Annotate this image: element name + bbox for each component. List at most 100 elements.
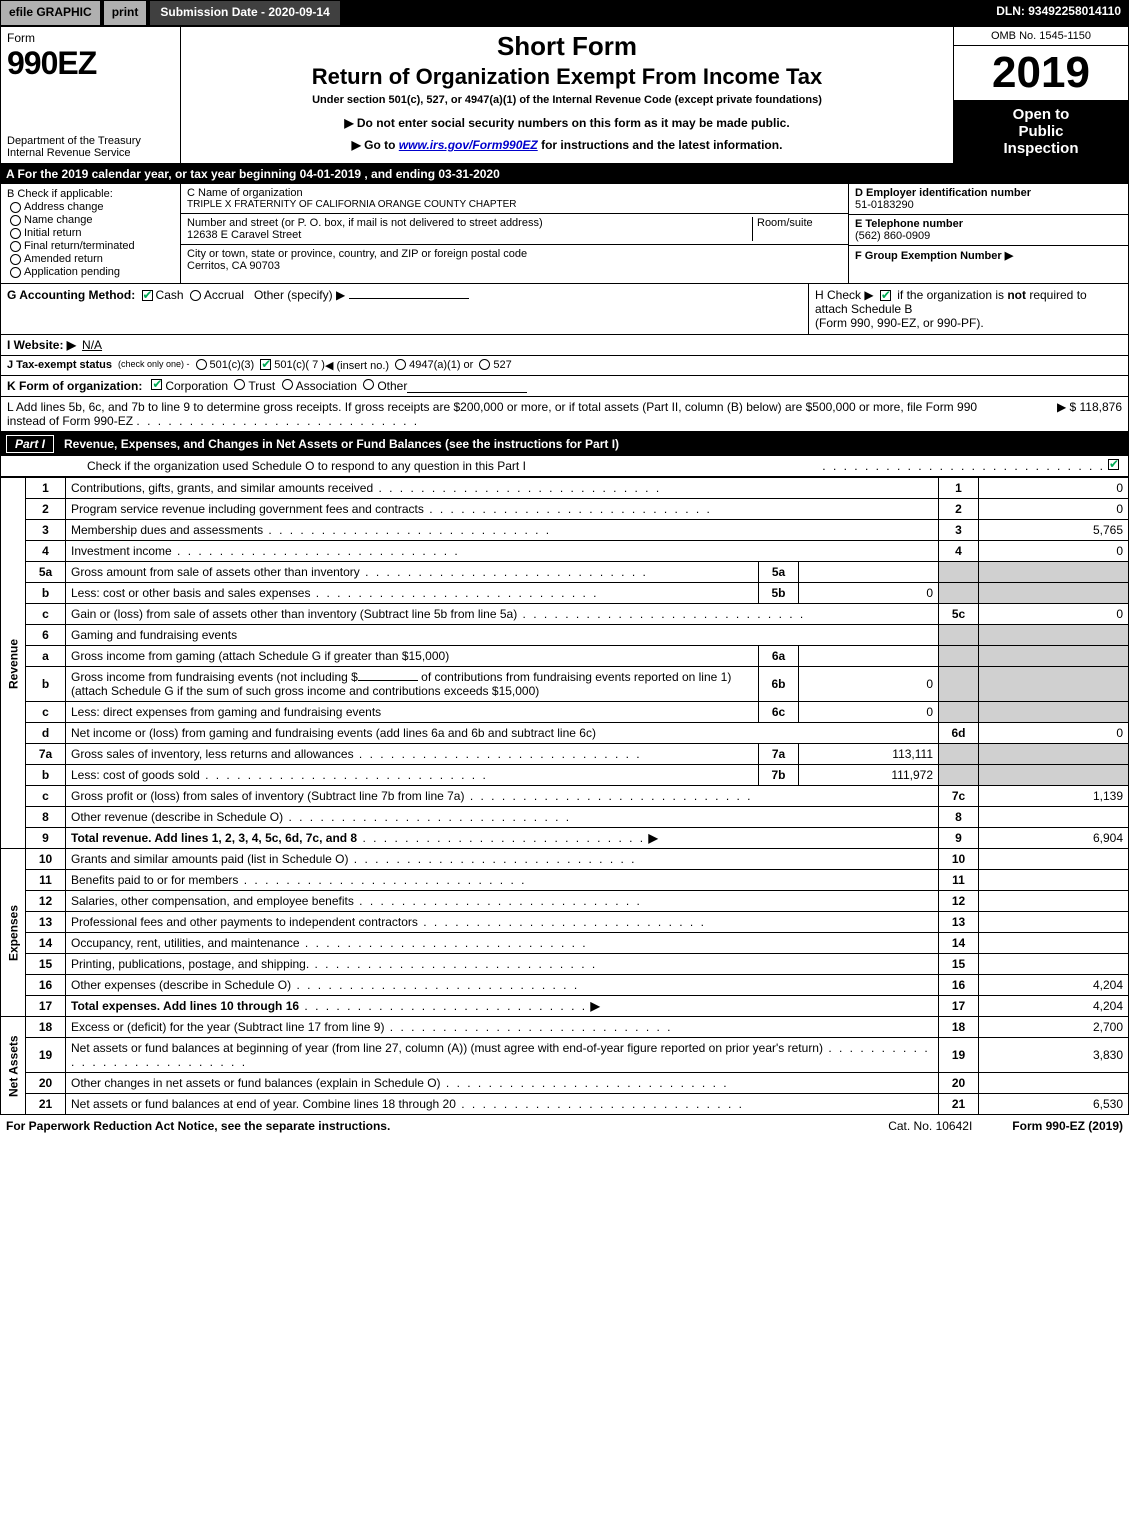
header-right: OMB No. 1545-1150 2019 Open to Public In…: [953, 27, 1128, 163]
check-other-org[interactable]: [363, 379, 374, 390]
line-ref: 15: [939, 954, 979, 975]
table-row: bLess: cost of goods sold7b111,972: [1, 765, 1129, 786]
check-h[interactable]: [880, 290, 891, 301]
line-desc: Benefits paid to or for members: [71, 873, 238, 887]
line-val: 2,700: [979, 1017, 1129, 1038]
line-ref: 1: [939, 478, 979, 499]
table-row: bLess: cost or other basis and sales exp…: [1, 583, 1129, 604]
line-num: 14: [26, 933, 66, 954]
label-corp: Corporation: [165, 379, 228, 393]
irs-link[interactable]: www.irs.gov/Form990EZ: [399, 138, 538, 152]
table-row: Revenue 1Contributions, gifts, grants, a…: [1, 478, 1129, 499]
label-assoc: Association: [296, 379, 357, 393]
line-val: 0: [979, 723, 1129, 744]
check-pending[interactable]: [10, 267, 21, 278]
open-line3: Inspection: [958, 140, 1124, 157]
form-header: Form 990EZ Department of the Treasury In…: [0, 26, 1129, 164]
line-val: 4,204: [979, 996, 1129, 1017]
table-row: 21 Net assets or fund balances at end of …: [1, 1094, 1129, 1115]
line-ref: 3: [939, 520, 979, 541]
line-val: 6,904: [979, 828, 1129, 849]
box-c: C Name of organization TRIPLE X FRATERNI…: [181, 184, 848, 283]
h-text4: (Form 990, 990-EZ, or 990-PF).: [815, 316, 984, 330]
line-desc: Less: cost of goods sold: [71, 768, 200, 782]
check-501c3[interactable]: [196, 359, 207, 370]
line-desc: Program service revenue including govern…: [71, 502, 424, 516]
other-org-input[interactable]: [407, 379, 527, 393]
line-num: 4: [26, 541, 66, 562]
form-number: 990EZ: [7, 45, 174, 82]
check-assoc[interactable]: [282, 379, 293, 390]
line-desc: Membership dues and assessments: [71, 523, 263, 537]
line-desc: Other changes in net assets or fund bala…: [71, 1076, 441, 1090]
table-row: 16Other expenses (describe in Schedule O…: [1, 975, 1129, 996]
line-num: 16: [26, 975, 66, 996]
print-button[interactable]: print: [103, 0, 148, 26]
sub-ref: 7b: [759, 765, 799, 786]
label-4947: 4947(a)(1) or: [409, 359, 473, 372]
line-val: 6,530: [979, 1094, 1129, 1115]
line-val: 3,830: [979, 1038, 1129, 1073]
line-num: 21: [26, 1094, 66, 1115]
line-desc: Net assets or fund balances at end of ye…: [71, 1097, 456, 1111]
line-val: [979, 849, 1129, 870]
box-h: H Check ▶ if the organization is not req…: [808, 284, 1128, 334]
check-accrual[interactable]: [190, 290, 201, 301]
box-g: G Accounting Method: Cash Accrual Other …: [1, 284, 808, 334]
row-gh: G Accounting Method: Cash Accrual Other …: [0, 284, 1129, 335]
line-num: 11: [26, 870, 66, 891]
line-desc: Grants and similar amounts paid (list in…: [71, 852, 348, 866]
dept-irs: Internal Revenue Service: [7, 147, 174, 159]
line-num: b: [26, 667, 66, 702]
check-schedule-o[interactable]: [1108, 459, 1119, 470]
line-num: 17: [26, 996, 66, 1017]
check-4947[interactable]: [395, 359, 406, 370]
sub-val: 0: [799, 702, 939, 723]
label-phone: E Telephone number: [855, 218, 1122, 230]
line-val: 0: [979, 541, 1129, 562]
sub-val: 0: [799, 583, 939, 604]
check-final[interactable]: [10, 241, 21, 252]
line-ref: 18: [939, 1017, 979, 1038]
check-amended[interactable]: [10, 254, 21, 265]
header-left: Form 990EZ Department of the Treasury In…: [1, 27, 181, 163]
table-row: 8Other revenue (describe in Schedule O)8: [1, 807, 1129, 828]
label-other-org: Other: [377, 379, 407, 393]
check-trust[interactable]: [234, 379, 245, 390]
label-j: J Tax-exempt status: [7, 359, 112, 372]
check-527[interactable]: [479, 359, 490, 370]
line-num: 12: [26, 891, 66, 912]
part1-table: Revenue 1Contributions, gifts, grants, a…: [0, 477, 1129, 1115]
label-address: Address change: [24, 201, 104, 213]
line-ref: 5c: [939, 604, 979, 625]
line-num: d: [26, 723, 66, 744]
j-hint: (check only one) -: [118, 359, 190, 372]
check-cash[interactable]: [142, 290, 153, 301]
line-ref: 2: [939, 499, 979, 520]
efile-button[interactable]: efile GRAPHIC: [0, 0, 101, 26]
check-address[interactable]: [10, 202, 21, 213]
label-k: K Form of organization:: [7, 379, 142, 393]
l-dots: [136, 414, 419, 428]
check-name[interactable]: [10, 215, 21, 226]
check-initial[interactable]: [10, 228, 21, 239]
line-num: 18: [26, 1017, 66, 1038]
other-method-input[interactable]: [349, 298, 469, 299]
line-desc: Excess or (deficit) for the year (Subtra…: [71, 1020, 384, 1034]
line-val: [979, 1073, 1129, 1094]
line-desc: Gross sales of inventory, less returns a…: [71, 747, 354, 761]
table-row: 11Benefits paid to or for members11: [1, 870, 1129, 891]
table-row: 3Membership dues and assessments35,765: [1, 520, 1129, 541]
sub-ref: 6c: [759, 702, 799, 723]
check-corp[interactable]: [151, 379, 162, 390]
street-value: 12638 E Caravel Street: [187, 229, 752, 241]
line-ref: 12: [939, 891, 979, 912]
check-501c[interactable]: [260, 359, 271, 370]
label-street: Number and street (or P. O. box, if mail…: [187, 217, 752, 229]
line-val: 0: [979, 478, 1129, 499]
label-ein: D Employer identification number: [855, 187, 1122, 199]
line-val: [979, 954, 1129, 975]
line-ref: 13: [939, 912, 979, 933]
goto-pre: ▶ Go to: [352, 138, 399, 152]
label-527: 527: [493, 359, 511, 372]
